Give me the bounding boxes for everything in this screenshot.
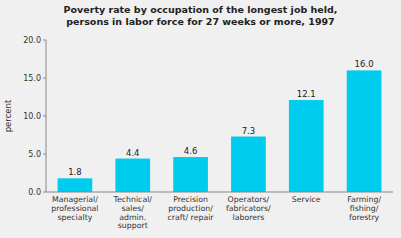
chart: Poverty rate by occupation of the longes… (0, 0, 401, 238)
data-label: 4.6 (184, 146, 198, 156)
x-tick-label: Technical/sales/admin.support (113, 195, 153, 230)
y-tick-label: 0.0 (28, 188, 41, 197)
bar (58, 178, 93, 192)
bar (347, 70, 382, 192)
x-tick-label: Precisionproduction/craft/ repair (168, 195, 215, 222)
x-tick-label: Operators/fabricators/laborers (226, 195, 271, 222)
x-tick-label: Service (292, 195, 321, 204)
x-tick-label: Managerial/professionalspecialty (51, 195, 98, 222)
data-label: 12.1 (297, 89, 316, 99)
bar (231, 137, 266, 192)
bar (173, 157, 208, 192)
bar (289, 100, 324, 192)
x-axis-line (46, 192, 393, 193)
data-label: 7.3 (242, 126, 256, 136)
y-tick-label: 20.0 (23, 36, 41, 45)
title: Poverty rate by occupation of the longes… (64, 4, 338, 27)
y-tick-label: 15.0 (23, 74, 41, 83)
y-tick-label: 10.0 (23, 112, 41, 121)
y-tick (43, 192, 46, 193)
background (0, 0, 401, 238)
data-label: 1.8 (68, 167, 82, 177)
y-tick (43, 116, 46, 117)
y-tick (43, 154, 46, 155)
data-label: 4.4 (126, 148, 140, 158)
y-tick-label: 5.0 (28, 150, 41, 159)
data-label: 16.0 (355, 59, 374, 69)
y-tick (43, 40, 46, 41)
y-axis-label: percent (3, 99, 13, 132)
y-tick (43, 78, 46, 79)
x-tick-label: Farming/fishing/forestry (347, 195, 381, 222)
bar (115, 159, 150, 192)
